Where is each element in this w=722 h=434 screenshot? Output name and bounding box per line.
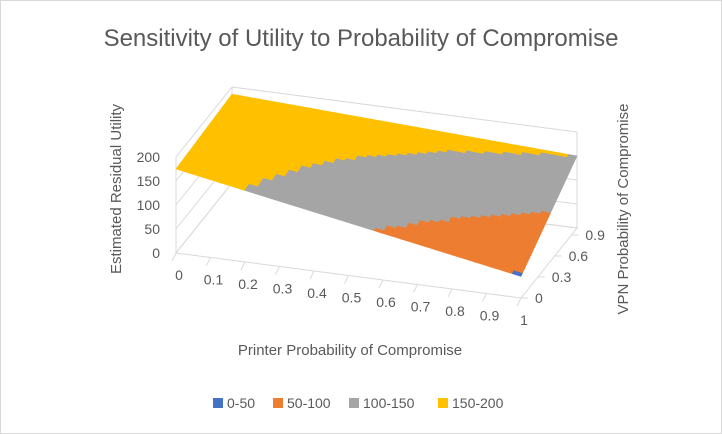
z-tick-label: 200 bbox=[137, 149, 161, 165]
z-tick-label: 150 bbox=[137, 173, 161, 189]
legend-swatch bbox=[349, 398, 359, 408]
floor-axes bbox=[175, 182, 578, 299]
x-tick-label: 0 bbox=[175, 267, 183, 283]
z-axis-ticks: 0 50 100 150 200 bbox=[137, 149, 161, 261]
z-axis-title: Estimated Residual Utility bbox=[108, 103, 125, 274]
z-tick-label: 100 bbox=[137, 197, 161, 213]
x-axis-title: Printer Probability of Compromise bbox=[238, 342, 462, 359]
legend-label: 150-200 bbox=[452, 395, 504, 411]
legend-label: 100-150 bbox=[363, 395, 415, 411]
side-wall-gridline bbox=[175, 86, 233, 158]
z-tick-label: 0 bbox=[152, 245, 160, 261]
floor-outline bbox=[175, 182, 578, 299]
x-tick-mark bbox=[309, 270, 315, 280]
x-tick-label: 0.1 bbox=[204, 272, 224, 288]
x-tick-label: 0.6 bbox=[376, 294, 396, 310]
x-tick-label: 0.9 bbox=[480, 308, 500, 324]
x-tick-label: 0.3 bbox=[273, 281, 293, 297]
x-tick-mark bbox=[413, 284, 418, 293]
surface-plot bbox=[175, 93, 578, 277]
y-tick-label: 0.9 bbox=[585, 227, 605, 243]
y-tick-label: 0.6 bbox=[569, 248, 589, 264]
chart-title: Sensitivity of Utility to Probability of… bbox=[104, 25, 619, 52]
x-tick-mark bbox=[240, 261, 246, 271]
x-axis-ticks: 0 0.1 0.2 0.3 0.4 0.5 0.6 0.7 0.8 0.9 1 bbox=[171, 252, 528, 328]
back-wall-gridline bbox=[231, 86, 578, 133]
legend: 0-50 50-100 100-150 150-200 bbox=[213, 395, 504, 411]
legend-label: 50-100 bbox=[287, 395, 331, 411]
x-tick-label: 0.8 bbox=[445, 303, 465, 319]
x-tick-mark bbox=[344, 275, 349, 284]
x-tick-mark bbox=[378, 279, 384, 289]
y-axis-ticks: 0 0.3 0.6 0.9 bbox=[521, 227, 605, 306]
y-tick-label: 0 bbox=[535, 290, 543, 306]
x-tick-label: 0.7 bbox=[411, 299, 431, 315]
x-tick-mark bbox=[516, 297, 522, 307]
y-axis-title: VPN Probability of Compromise bbox=[615, 104, 632, 315]
legend-swatch bbox=[438, 398, 448, 408]
x-tick-mark bbox=[275, 266, 280, 275]
z-tick-label: 50 bbox=[144, 221, 160, 237]
x-tick-label: 0.2 bbox=[238, 276, 258, 292]
surface-cell bbox=[511, 270, 523, 277]
x-tick-label: 0.5 bbox=[342, 290, 362, 306]
x-tick-label: 1 bbox=[520, 312, 528, 328]
x-tick-mark bbox=[447, 288, 453, 298]
legend-swatch bbox=[213, 398, 223, 408]
x-tick-mark bbox=[482, 293, 487, 302]
legend-swatch bbox=[273, 398, 283, 408]
y-tick-label: 0.3 bbox=[552, 269, 572, 285]
legend-label: 0-50 bbox=[227, 395, 255, 411]
x-tick-mark bbox=[206, 257, 211, 266]
x-tick-mark bbox=[171, 252, 177, 262]
x-tick-label: 0.4 bbox=[307, 285, 327, 301]
